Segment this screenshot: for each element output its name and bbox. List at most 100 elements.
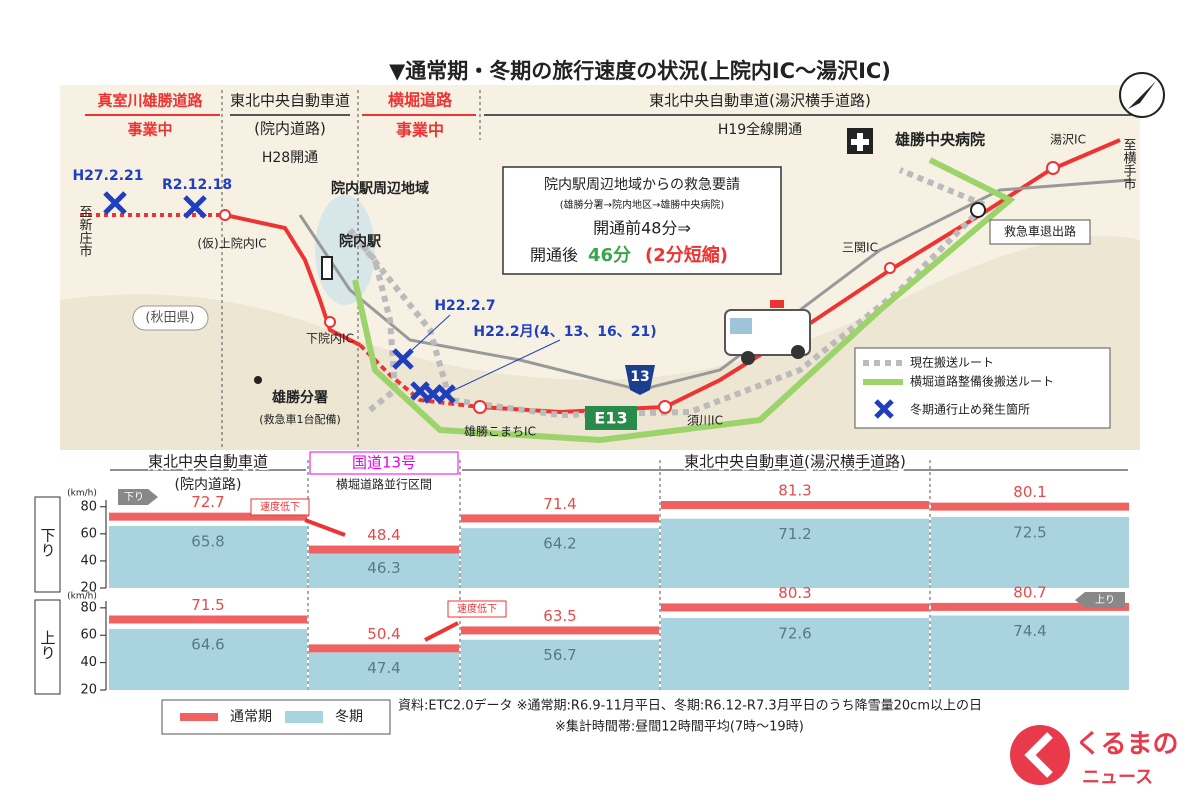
incident-x bbox=[392, 348, 414, 370]
info-title: 院内駅周辺地域からの救急要請 bbox=[544, 177, 740, 193]
segment-box bbox=[309, 451, 459, 475]
ambulance bbox=[724, 300, 811, 365]
normal-band bbox=[109, 512, 307, 521]
note-arrow bbox=[424, 621, 459, 642]
normal-value: 80.3 bbox=[778, 584, 811, 602]
winter-bar bbox=[461, 528, 659, 588]
winter-value: 74.4 bbox=[1013, 622, 1046, 640]
map-label: 雄勝こまちIC bbox=[464, 424, 536, 439]
ic bbox=[884, 262, 896, 274]
legend-label: 通常期 bbox=[230, 709, 272, 725]
direction-tag bbox=[1075, 592, 1125, 608]
map-label: 13 bbox=[630, 369, 649, 385]
winter-value: 65.8 bbox=[191, 532, 224, 550]
winter-bar bbox=[661, 617, 929, 690]
map-label: 院内駅 bbox=[339, 233, 382, 250]
row-label-box bbox=[34, 599, 61, 695]
normal-value: 81.3 bbox=[778, 482, 811, 500]
legend-swatch bbox=[180, 713, 218, 721]
y-tick-label: 80 bbox=[80, 499, 97, 514]
map-label: E13 bbox=[594, 409, 627, 428]
hospital-icon bbox=[847, 128, 873, 154]
info-after-label: 開通後 bbox=[530, 246, 578, 265]
map-label: 至新庄市 bbox=[77, 205, 93, 257]
map-label: (秋田県) bbox=[145, 311, 194, 326]
segment-sub: 横堀道路並行区間 bbox=[336, 477, 432, 492]
direction-tag-label: 上り bbox=[1095, 594, 1115, 606]
legend-swatch bbox=[285, 711, 323, 723]
map-label: 下院内IC bbox=[306, 332, 354, 346]
y-tick-label: 60 bbox=[80, 526, 97, 541]
note-box bbox=[447, 600, 507, 618]
info-saving: (2分短縮) bbox=[645, 244, 728, 266]
source: 資料:ETC2.0データ ※通常期:R6.9-11月平日、冬期:R6.12-R7… bbox=[398, 698, 982, 714]
pref-box bbox=[132, 305, 209, 331]
segment-name: 東北中央自動車道(湯沢横手道路) bbox=[684, 453, 906, 471]
ic bbox=[1046, 161, 1060, 175]
e13-sign bbox=[585, 406, 637, 430]
ic bbox=[219, 209, 231, 221]
direction-tag bbox=[118, 489, 158, 505]
normal-band bbox=[661, 501, 929, 510]
row-label: 上り bbox=[39, 630, 57, 660]
winter-value: 46.3 bbox=[367, 559, 400, 577]
map-label: 須川IC bbox=[687, 414, 723, 428]
legend-swatch bbox=[874, 399, 894, 419]
normal-band bbox=[661, 603, 929, 612]
map-label: (仮)上院内IC bbox=[197, 237, 266, 251]
row-label: 下り bbox=[39, 528, 57, 558]
section-status: 事業中 bbox=[127, 121, 172, 139]
info-before: 開通前48分⇒ bbox=[593, 219, 691, 238]
legend-label: 冬期 bbox=[335, 709, 363, 725]
section-status: H19全線開通 bbox=[718, 121, 802, 138]
normal-value: 63.5 bbox=[543, 607, 576, 625]
winter-bar bbox=[931, 615, 1129, 690]
legend-label: 横堀道路整備後搬送ルート bbox=[910, 374, 1054, 389]
y-tick-label: 60 bbox=[80, 628, 97, 643]
section-name: 東北中央自動車道 bbox=[230, 92, 350, 110]
ic bbox=[324, 316, 336, 328]
normal-value: 48.4 bbox=[367, 526, 400, 544]
winter-value: 64.2 bbox=[543, 535, 576, 553]
section-status: 事業中 bbox=[396, 121, 444, 140]
y-tick-label: 20 bbox=[80, 683, 97, 698]
logo-text: ニュース bbox=[1082, 767, 1153, 788]
normal-value: 50.4 bbox=[367, 625, 400, 643]
normal-band bbox=[931, 502, 1129, 511]
y-tick-label: 40 bbox=[80, 655, 97, 670]
map-label: 三関IC bbox=[842, 241, 878, 255]
exit-box bbox=[989, 219, 1091, 245]
incident-x bbox=[103, 191, 127, 215]
legend-label: 冬期通行止め発生箇所 bbox=[910, 402, 1030, 417]
map-label: (救急車1台配備) bbox=[259, 412, 341, 426]
ic bbox=[473, 400, 487, 414]
normal-value: 71.4 bbox=[543, 495, 576, 513]
map-label: 雄勝分署 bbox=[271, 389, 328, 406]
normal-value: 71.5 bbox=[191, 596, 224, 614]
incident-x bbox=[410, 381, 456, 404]
direction-tag-label: 下り bbox=[124, 491, 144, 503]
r13-sign bbox=[625, 365, 655, 395]
logo bbox=[1010, 725, 1070, 785]
normal-value: 80.7 bbox=[1013, 583, 1046, 601]
current-route bbox=[347, 167, 991, 419]
info-route: (雄勝分署→院内地区→雄勝中央病院) bbox=[560, 198, 725, 211]
map-label: 救急車退出路 bbox=[1004, 224, 1076, 239]
compass bbox=[1119, 72, 1165, 118]
section-name: 真室川雄勝道路 bbox=[97, 92, 203, 110]
y-tick-label: 20 bbox=[80, 581, 97, 596]
segment-sub: (院内道路) bbox=[175, 477, 242, 493]
winter-bar bbox=[309, 552, 459, 588]
section-sub: (院内道路) bbox=[254, 120, 326, 138]
leader bbox=[449, 339, 561, 393]
winter-value: 71.2 bbox=[778, 525, 811, 543]
map-label: 雄勝中央病院 bbox=[894, 131, 985, 149]
winter-bar bbox=[931, 516, 1129, 588]
winter-value: 72.5 bbox=[1013, 523, 1046, 541]
section-name: 横堀道路 bbox=[388, 91, 453, 110]
normal-band bbox=[461, 626, 659, 635]
segment-name: 国道13号 bbox=[352, 454, 416, 472]
info-box bbox=[502, 166, 782, 275]
map-label: 院内駅周辺地域 bbox=[331, 180, 429, 197]
